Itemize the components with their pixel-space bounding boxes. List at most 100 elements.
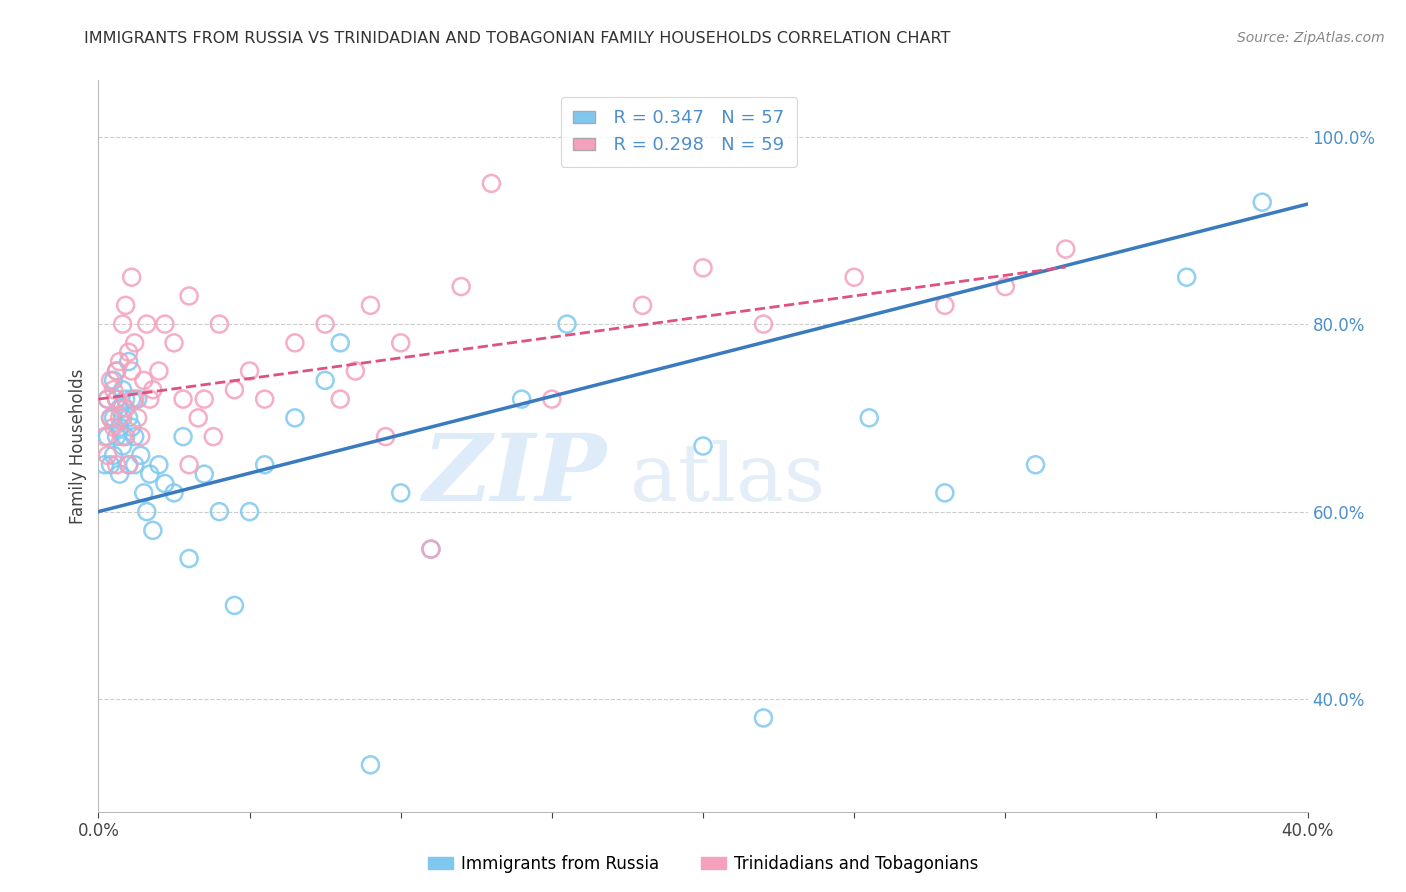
Point xyxy=(135,317,157,331)
Point xyxy=(172,429,194,443)
Point xyxy=(111,383,134,397)
Point xyxy=(179,551,201,566)
Point xyxy=(389,335,412,350)
Point xyxy=(510,392,533,406)
Point xyxy=(93,429,115,443)
Point xyxy=(148,458,170,472)
Legend:   R = 0.347   N = 57,   R = 0.298   N = 59: R = 0.347 N = 57, R = 0.298 N = 59 xyxy=(561,96,797,167)
Point xyxy=(172,392,194,406)
Point xyxy=(208,317,231,331)
Point xyxy=(108,354,131,368)
Point xyxy=(118,345,141,359)
Point xyxy=(105,429,128,443)
Point xyxy=(93,458,115,472)
Point xyxy=(148,364,170,378)
Point xyxy=(329,335,352,350)
Point xyxy=(124,429,146,443)
Point xyxy=(360,298,382,312)
Point xyxy=(239,505,262,519)
Point xyxy=(135,505,157,519)
Point xyxy=(934,298,956,312)
Point xyxy=(105,364,128,378)
Point xyxy=(239,364,262,378)
Point xyxy=(224,383,246,397)
Point xyxy=(139,467,162,482)
Point xyxy=(100,410,122,425)
Text: Source: ZipAtlas.com: Source: ZipAtlas.com xyxy=(1237,31,1385,45)
Point xyxy=(114,392,136,406)
Point xyxy=(103,449,125,463)
Point xyxy=(193,467,215,482)
Point xyxy=(420,542,443,557)
Point xyxy=(1175,270,1198,285)
Point xyxy=(153,317,176,331)
Point xyxy=(752,317,775,331)
Point xyxy=(96,449,118,463)
Point xyxy=(163,335,186,350)
Point xyxy=(139,392,162,406)
Point xyxy=(124,458,146,472)
Point xyxy=(114,401,136,416)
Point xyxy=(450,279,472,293)
Point xyxy=(111,439,134,453)
Point xyxy=(360,757,382,772)
Point xyxy=(329,392,352,406)
Legend: Immigrants from Russia, Trinidadians and Tobagonians: Immigrants from Russia, Trinidadians and… xyxy=(420,848,986,880)
Point xyxy=(187,410,209,425)
Point xyxy=(121,270,143,285)
Point xyxy=(108,467,131,482)
Point xyxy=(129,429,152,443)
Text: atlas: atlas xyxy=(630,440,825,518)
Point xyxy=(100,373,122,387)
Point xyxy=(253,392,276,406)
Point xyxy=(142,524,165,538)
Point xyxy=(132,486,155,500)
Point xyxy=(127,410,149,425)
Point xyxy=(96,392,118,406)
Point xyxy=(100,458,122,472)
Point xyxy=(994,279,1017,293)
Text: ZIP: ZIP xyxy=(422,430,606,520)
Point xyxy=(420,542,443,557)
Point xyxy=(111,429,134,443)
Point xyxy=(118,458,141,472)
Point xyxy=(284,410,307,425)
Point xyxy=(224,599,246,613)
Point xyxy=(153,476,176,491)
Point xyxy=(193,392,215,406)
Point xyxy=(118,410,141,425)
Point xyxy=(179,458,201,472)
Point xyxy=(105,458,128,472)
Point xyxy=(934,486,956,500)
Point xyxy=(114,298,136,312)
Point xyxy=(202,429,225,443)
Point xyxy=(692,260,714,275)
Point xyxy=(179,289,201,303)
Point xyxy=(692,439,714,453)
Point xyxy=(1251,195,1274,210)
Point xyxy=(253,458,276,472)
Point xyxy=(121,364,143,378)
Point xyxy=(314,373,336,387)
Point xyxy=(344,364,367,378)
Point xyxy=(100,410,122,425)
Point xyxy=(114,429,136,443)
Point xyxy=(96,392,118,406)
Point xyxy=(118,458,141,472)
Point xyxy=(105,392,128,406)
Point xyxy=(752,711,775,725)
Point xyxy=(284,335,307,350)
Point xyxy=(124,392,146,406)
Point xyxy=(208,505,231,519)
Point xyxy=(129,449,152,463)
Point xyxy=(105,392,128,406)
Point xyxy=(844,270,866,285)
Point xyxy=(555,317,578,331)
Point xyxy=(389,486,412,500)
Point xyxy=(127,392,149,406)
Point xyxy=(163,486,186,500)
Point xyxy=(108,401,131,416)
Point xyxy=(374,429,396,443)
Point xyxy=(1054,242,1077,256)
Point xyxy=(103,410,125,425)
